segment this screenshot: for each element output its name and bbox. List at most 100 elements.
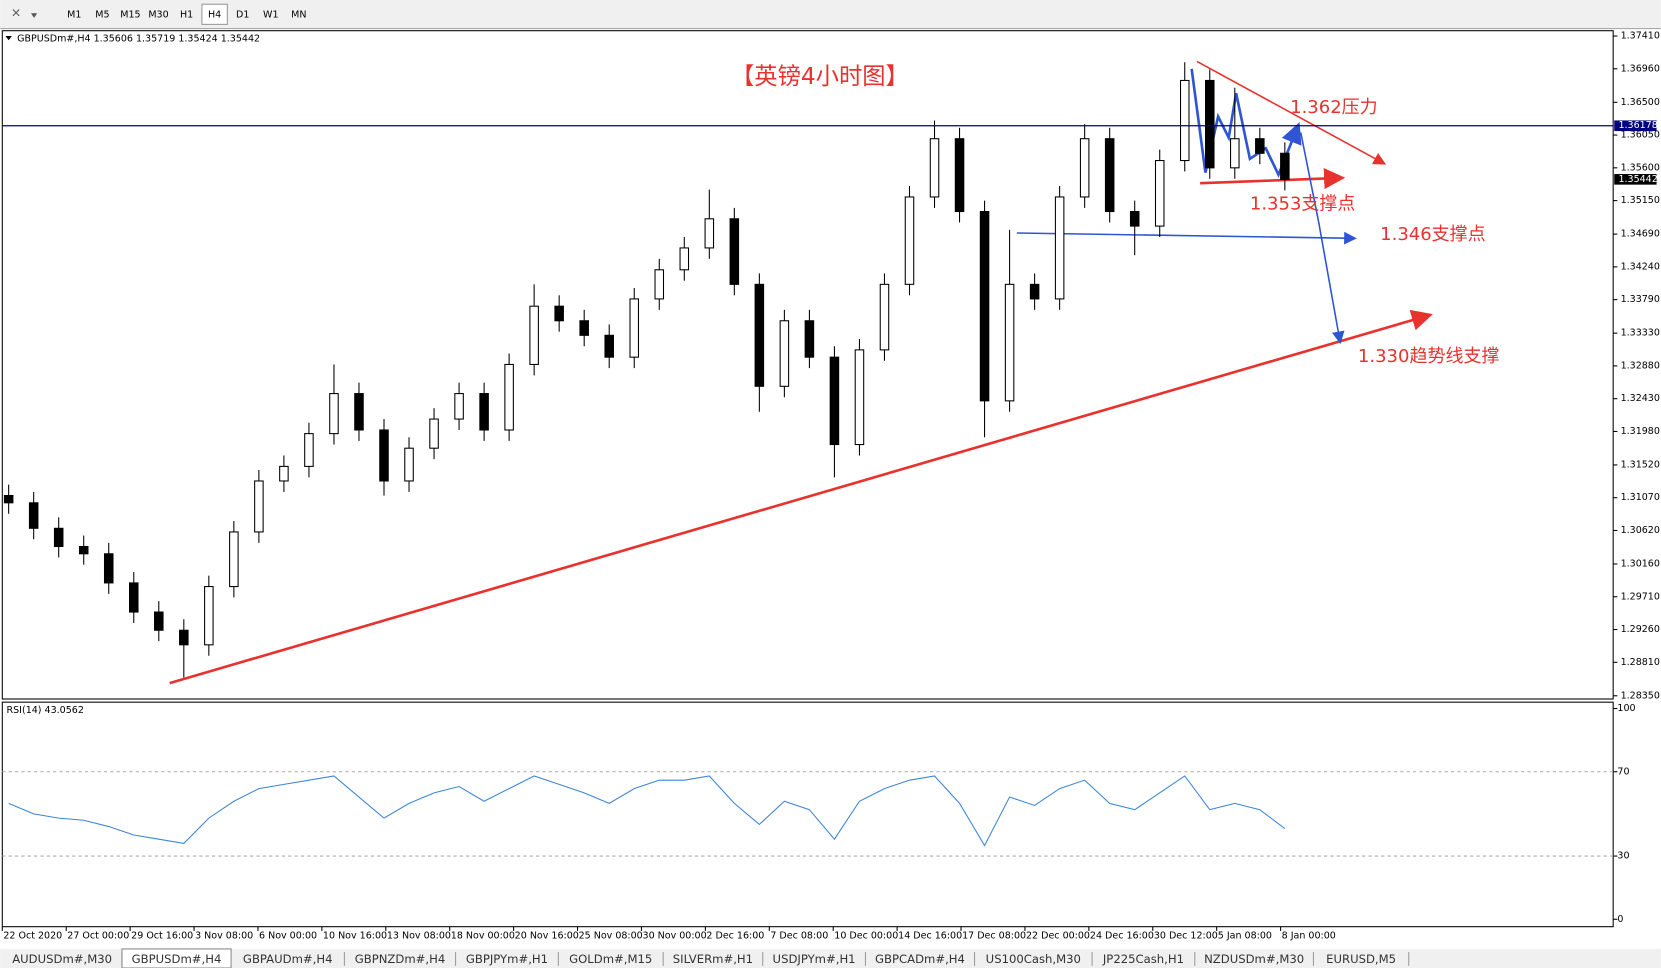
y-tick-label: 1.33330 (1621, 328, 1660, 339)
tab[interactable]: GBPAUDm#,H4 (243, 952, 333, 966)
y-tick-label: 1.34690 (1621, 229, 1660, 240)
toolbar-button[interactable]: M15 (120, 9, 140, 20)
x-tick-label: 2 Dec 16:00 (706, 931, 764, 942)
toolbar-button-active (201, 3, 228, 25)
x-tick-label: 24 Dec 16:00 (1090, 931, 1154, 942)
y-tick-label: 1.35150 (1621, 195, 1660, 206)
price-tag (1614, 120, 1657, 132)
candle-body (53, 527, 64, 548)
candle-body (329, 393, 339, 435)
tab[interactable]: GOLDm#,M15 (569, 952, 652, 966)
y-tick-label: 1.37410 (1621, 31, 1660, 42)
y-tick-label: 1.31980 (1621, 426, 1660, 437)
tab[interactable]: USDJPYm#,H1 (773, 952, 856, 966)
x-tick-label: 6 Nov 00:00 (259, 931, 317, 942)
toolbar-button[interactable]: MN (291, 9, 306, 20)
x-tick-label: 10 Nov 16:00 (323, 931, 387, 942)
candle-body (804, 320, 815, 358)
y-tick-label: 1.36050 (1621, 130, 1660, 141)
toolbar-button[interactable]: D1 (236, 9, 249, 20)
candle-body (354, 393, 364, 431)
candle-body (454, 393, 464, 420)
candle-body (1255, 138, 1265, 154)
candle-body (754, 283, 765, 387)
rsi-tick-label: 70 (1617, 766, 1629, 777)
tab[interactable]: GBPJPYm#,H1 (466, 952, 548, 966)
x-tick-label: 22 Oct 2020 (3, 931, 62, 942)
candle-body (779, 320, 790, 387)
y-tick-label: 1.36500 (1621, 97, 1660, 108)
tab[interactable]: US100Cash,M30 (986, 952, 1081, 966)
toolbar-button[interactable]: H1 (180, 9, 193, 20)
candle-body (1104, 138, 1115, 213)
x-tick-label: 30 Nov 00:00 (643, 931, 707, 942)
candle-body (1079, 138, 1090, 198)
rsi-tick-label: 30 (1617, 851, 1629, 862)
y-tick-label: 1.32430 (1621, 393, 1660, 404)
candle-body (529, 305, 539, 365)
candle-body (1179, 79, 1190, 162)
candle-body (1054, 196, 1065, 300)
y-tick-label: 1.31520 (1621, 459, 1660, 470)
candle-body (1004, 283, 1015, 402)
tab[interactable]: GBPNZDm#,H4 (355, 952, 446, 966)
tab[interactable]: EURUSD,M5 (1326, 952, 1396, 966)
y-tick-label: 1.31070 (1621, 492, 1660, 503)
chart-header: GBPUSDm#,H4 1.35606 1.35719 1.35424 1.35… (17, 34, 260, 45)
tab[interactable]: GBPCADm#,H4 (875, 952, 965, 966)
candle-body (204, 586, 214, 646)
x-tick-label: 5 Jan 08:00 (1218, 931, 1272, 942)
candle-body (654, 269, 665, 300)
y-tick-label: 1.30160 (1621, 558, 1660, 569)
candle-body (1230, 138, 1240, 169)
candle-body (929, 138, 940, 198)
x-tick-label: 29 Oct 16:00 (131, 931, 193, 942)
candle-body (979, 210, 990, 402)
candle-body (254, 480, 264, 533)
candle-body (829, 356, 840, 446)
toolbar-button[interactable]: M5 (95, 9, 109, 20)
toolbar (0, 0, 1661, 29)
y-tick-label: 1.29710 (1621, 591, 1660, 602)
x-tick-label: 27 Oct 00:00 (67, 931, 129, 942)
toolbar-button[interactable]: M1 (67, 9, 81, 20)
y-tick-label: 1.30620 (1621, 525, 1660, 536)
tool-icon[interactable] (12, 9, 38, 18)
candle-body (279, 465, 289, 482)
toolbar-button[interactable]: H4 (208, 9, 221, 20)
candle-body (404, 447, 414, 482)
candle-body (429, 418, 439, 449)
annotation: 1.353支撑点 (1250, 193, 1356, 214)
candle-body (954, 138, 965, 213)
candle-body (504, 363, 514, 431)
candle-body (304, 433, 314, 467)
candle-body (78, 545, 89, 555)
y-tick-label: 1.34240 (1621, 261, 1660, 272)
candle-body (604, 334, 614, 358)
rsi-header: RSI(14) 43.0562 (7, 705, 84, 716)
y-tick-label: 1.36960 (1621, 63, 1660, 74)
annotation: 1.362压力 (1290, 97, 1378, 118)
rsi-tick-label: 100 (1617, 703, 1635, 714)
x-tick-label: 25 Nov 08:00 (579, 931, 643, 942)
tab-bar (0, 948, 1661, 968)
toolbar-button[interactable]: M30 (148, 9, 168, 20)
y-tick-label: 1.28350 (1621, 690, 1660, 701)
collapse-icon (5, 36, 12, 41)
tab[interactable]: GBPUSDm#,H4 (132, 952, 222, 966)
tab[interactable]: AUDUSDm#,M30 (12, 952, 112, 966)
y-tick-label: 1.35600 (1621, 162, 1660, 173)
toolbar-button[interactable]: W1 (263, 9, 278, 20)
candle-body (154, 611, 164, 631)
last-price-tag (1614, 174, 1657, 185)
tab[interactable]: NZDUSDm#,M30 (1204, 952, 1304, 966)
tab[interactable]: JP225Cash,H1 (1102, 952, 1184, 966)
candle-body (729, 218, 740, 285)
x-tick-label: 14 Dec 16:00 (898, 931, 962, 942)
candle-body (479, 393, 489, 431)
tab[interactable]: SILVERm#,H1 (673, 952, 753, 966)
candle-body (579, 320, 589, 336)
candle-body (679, 247, 690, 271)
